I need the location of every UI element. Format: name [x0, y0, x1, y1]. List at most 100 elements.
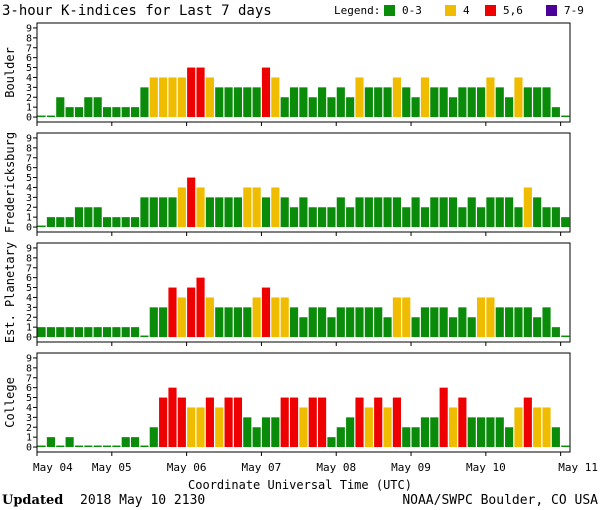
y-tick-label: 5 [26, 173, 32, 184]
k-bar [233, 197, 243, 228]
k-bar [364, 307, 373, 338]
k-bar [177, 297, 186, 338]
y-tick-label: 9 [26, 243, 32, 254]
k-bar [458, 307, 467, 338]
k-bar [168, 387, 177, 448]
y-tick-label: 2 [26, 203, 32, 214]
k-bar [224, 87, 233, 118]
k-bar [187, 287, 196, 338]
k-bar [149, 77, 158, 118]
k-bar [196, 67, 205, 118]
k-bar [523, 397, 532, 448]
y-tick-label: 8 [26, 363, 32, 374]
k-bar [551, 107, 560, 118]
k-bar [271, 297, 280, 338]
legend-entry-4: 4 [463, 4, 470, 17]
k-bar [84, 445, 93, 448]
k-bar [355, 77, 364, 118]
k-bar [280, 197, 289, 228]
k-bar [187, 177, 196, 228]
y-tick-label: 8 [26, 143, 32, 154]
y-tick-label: 7 [26, 43, 32, 54]
legend-swatch-4 [445, 5, 456, 16]
k-bar [402, 427, 411, 448]
k-bar [205, 297, 214, 338]
k-bar [215, 307, 224, 338]
y-tick-label: 9 [26, 353, 32, 364]
y-tick-label: 0 [26, 223, 32, 234]
k-bar [93, 445, 102, 448]
k-bar [271, 77, 280, 118]
k-bar [93, 97, 102, 118]
k-bar [243, 87, 252, 118]
k-bar [402, 297, 411, 338]
k-bar [224, 307, 233, 338]
k-bar [168, 197, 177, 228]
k-bar [65, 327, 74, 338]
legend-swatch-5-6 [485, 5, 496, 16]
k-bar [448, 97, 458, 118]
k-bar [551, 327, 560, 338]
k-bar [392, 297, 401, 338]
k-bar [533, 197, 542, 228]
k-bar [261, 417, 271, 448]
k-bar [411, 317, 420, 338]
k-bar [346, 97, 355, 118]
k-bar [56, 217, 65, 228]
k-bar [308, 207, 317, 228]
station-label: College [3, 377, 17, 428]
y-tick-label: 3 [26, 413, 32, 424]
k-bar [84, 97, 93, 118]
y-tick-label: 2 [26, 423, 32, 434]
k-bar [561, 445, 570, 448]
y-tick-label: 6 [26, 163, 32, 174]
k-bar [411, 97, 420, 118]
k-bar [289, 397, 299, 448]
k-bar [289, 307, 299, 338]
k-bar [233, 397, 243, 448]
k-bar [476, 297, 486, 338]
k-bar [374, 307, 383, 338]
k-bar [467, 317, 476, 338]
y-tick-label: 0 [26, 443, 32, 454]
x-tick-label: May 11 [558, 461, 598, 474]
k-bar [392, 77, 401, 118]
k-bar [224, 197, 233, 228]
k-bar [131, 437, 140, 448]
k-bar [495, 417, 504, 448]
k-bar [243, 187, 252, 228]
k-bar [196, 407, 205, 448]
k-bar [112, 445, 121, 448]
y-tick-label: 6 [26, 53, 32, 64]
k-bar [420, 307, 430, 338]
k-bar [56, 327, 65, 338]
y-tick-label: 5 [26, 283, 32, 294]
y-tick-label: 1 [26, 323, 32, 334]
k-bar [159, 307, 168, 338]
k-bar [486, 417, 495, 448]
k-bar [215, 87, 224, 118]
k-bar [458, 87, 467, 118]
k-bar [514, 407, 523, 448]
k-bar [149, 427, 158, 448]
k-bar [224, 397, 233, 448]
k-bar [561, 115, 570, 118]
k-bar [374, 197, 383, 228]
k-bar [205, 397, 214, 448]
k-bar [215, 407, 224, 448]
k-bar [252, 427, 261, 448]
k-bar [505, 197, 514, 228]
k-bar [327, 317, 336, 338]
k-bar [318, 307, 327, 338]
k-bar [476, 87, 486, 118]
k-bar [205, 197, 214, 228]
k-bar [299, 407, 308, 448]
k-bar [65, 437, 74, 448]
k-bar [467, 197, 476, 228]
k-bar [523, 307, 532, 338]
k-bar [402, 207, 411, 228]
k-bar [233, 307, 243, 338]
k-bar [430, 197, 439, 228]
